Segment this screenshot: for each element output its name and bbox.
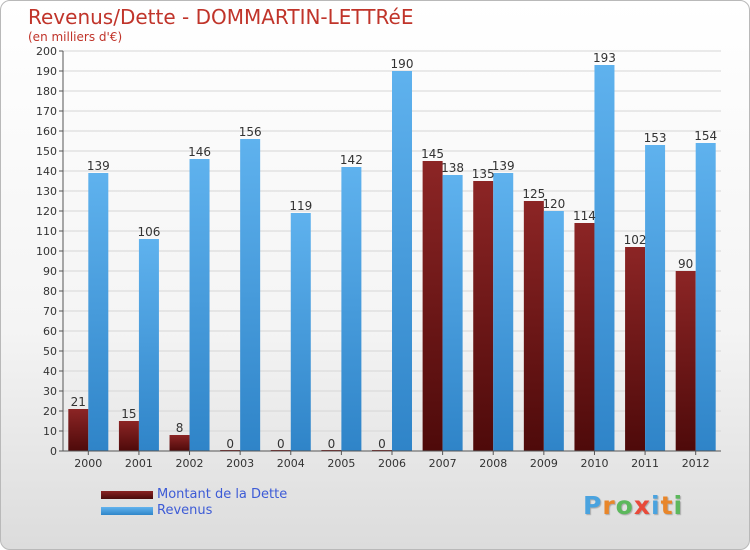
y-tick-label: 80 [43, 285, 57, 298]
bar-dette [625, 247, 646, 451]
y-tick-label: 100 [36, 245, 57, 258]
bar-revenus [594, 65, 615, 451]
bar-revenus [240, 139, 261, 451]
y-tick-label: 130 [36, 185, 57, 198]
y-tick-label: 200 [36, 45, 57, 58]
data-label: 142 [340, 153, 363, 167]
y-tick-label: 10 [43, 425, 57, 438]
y-tick-label: 70 [43, 305, 57, 318]
bar-dette [68, 409, 89, 451]
x-tick-label: 2007 [429, 457, 457, 470]
logo-letter: o [615, 491, 634, 520]
bar-revenus [88, 173, 109, 451]
x-tick-label: 2000 [74, 457, 102, 470]
bar-revenus [645, 145, 666, 451]
y-tick-label: 110 [36, 225, 57, 238]
legend-label-dette: Montant de la Dette [157, 487, 288, 502]
bar-dette [169, 435, 190, 451]
x-tick-label: 2009 [530, 457, 558, 470]
x-tick-label: 2001 [125, 457, 153, 470]
y-tick-label: 30 [43, 385, 57, 398]
data-label: 139 [492, 159, 515, 173]
legend-swatch-revenus [101, 507, 153, 515]
y-tick-label: 150 [36, 145, 57, 158]
data-label: 106 [137, 225, 160, 239]
y-tick-label: 90 [43, 265, 57, 278]
y-tick-label: 170 [36, 105, 57, 118]
data-label: 0 [378, 437, 386, 451]
y-tick-label: 190 [36, 65, 57, 78]
bar-revenus [189, 159, 210, 451]
data-label: 145 [421, 147, 444, 161]
y-tick-label: 160 [36, 125, 57, 138]
data-label: 125 [522, 187, 545, 201]
bar-dette [473, 181, 494, 451]
logo-letter: t [660, 491, 674, 520]
bar-revenus [341, 167, 362, 451]
data-label: 0 [226, 437, 234, 451]
y-tick-label: 180 [36, 85, 57, 98]
logo-letter: i [651, 491, 661, 520]
data-label: 190 [391, 57, 414, 71]
bar-dette [574, 223, 595, 451]
data-label: 135 [472, 167, 495, 181]
data-label: 114 [573, 209, 596, 223]
x-tick-label: 2003 [226, 457, 254, 470]
data-label: 15 [121, 407, 136, 421]
y-tick-label: 120 [36, 205, 57, 218]
data-label: 156 [239, 125, 262, 139]
y-tick-label: 0 [50, 445, 57, 458]
bar-revenus [392, 71, 412, 451]
data-label: 8 [176, 421, 184, 435]
bar-revenus [493, 173, 514, 451]
x-tick-label: 2002 [176, 457, 204, 470]
data-label: 154 [694, 129, 717, 143]
legend-label-revenus: Revenus [157, 503, 213, 518]
y-tick-label: 20 [43, 405, 57, 418]
data-label: 138 [441, 161, 464, 175]
x-tick-label: 2006 [378, 457, 406, 470]
data-label: 146 [188, 145, 211, 159]
chart-subtitle: (en milliers d'€) [28, 30, 123, 44]
x-tick-label: 2004 [277, 457, 305, 470]
y-tick-label: 140 [36, 165, 57, 178]
bar-dette [422, 161, 443, 451]
y-tick-label: 50 [43, 345, 57, 358]
bar-revenus [695, 143, 716, 451]
logo-letter: P [583, 491, 603, 520]
logo-letter: i [673, 491, 684, 520]
bar-dette [523, 201, 544, 451]
data-label: 119 [289, 199, 312, 213]
data-label: 102 [624, 233, 647, 247]
bar-dette [118, 421, 139, 451]
x-tick-label: 2010 [580, 457, 608, 470]
legend-swatch-dette [101, 491, 153, 499]
data-label: 90 [678, 257, 693, 271]
x-tick-label: 2008 [479, 457, 507, 470]
logo-letter: r [602, 491, 616, 520]
logo-letter: x [633, 491, 651, 520]
data-label: 139 [87, 159, 110, 173]
data-label: 193 [593, 51, 616, 65]
bar-revenus [442, 175, 463, 451]
bar-dette [675, 271, 696, 451]
chart-title: Revenus/Dette - DOMMARTIN-LETTRéE [28, 5, 414, 29]
bar-revenus [543, 211, 564, 451]
data-label: 0 [328, 437, 336, 451]
bar-revenus [138, 239, 159, 451]
y-tick-label: 40 [43, 365, 57, 378]
x-tick-label: 2012 [682, 457, 710, 470]
proxiti-logo: Proxiti [583, 491, 683, 520]
y-tick-label: 60 [43, 325, 57, 338]
bar-revenus [290, 213, 311, 451]
data-label: 153 [644, 131, 667, 145]
data-label: 21 [71, 395, 86, 409]
data-label: 120 [542, 197, 565, 211]
data-label: 0 [277, 437, 285, 451]
x-tick-label: 2005 [327, 457, 355, 470]
x-tick-label: 2011 [631, 457, 659, 470]
